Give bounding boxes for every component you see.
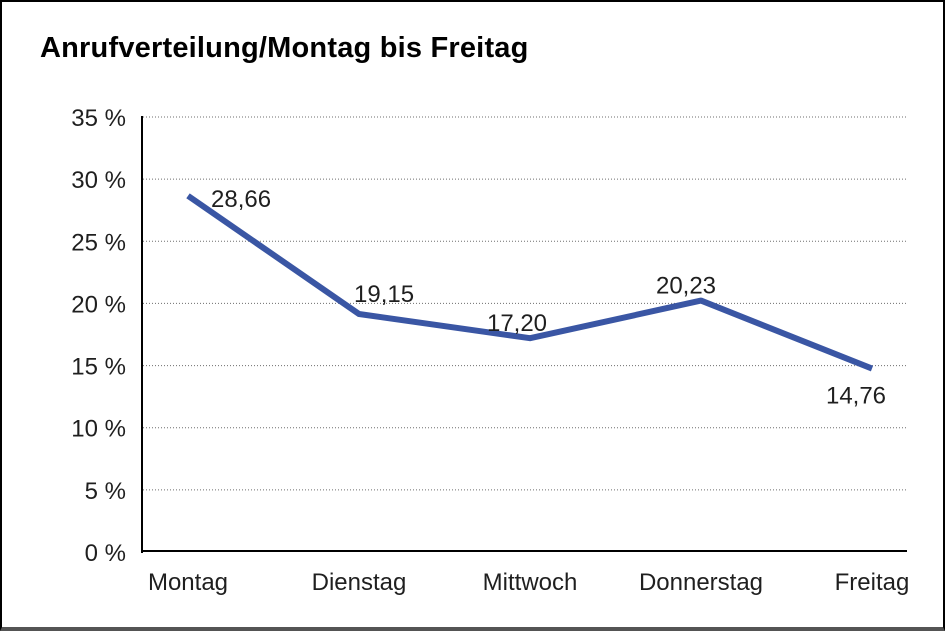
y-axis-tick-label: 10 % (71, 416, 126, 443)
y-axis-tick-label: 20 % (71, 291, 126, 318)
data-point-label: 19,15 (354, 281, 414, 308)
x-axis-label: Donnerstag (639, 569, 763, 596)
x-axis-label: Dienstag (312, 569, 407, 596)
data-point-label: 17,20 (487, 310, 547, 337)
data-point-label: 14,76 (826, 383, 886, 410)
chart-title: Anrufverteilung/Montag bis Freitag (40, 32, 529, 64)
y-axis-tick-label: 25 % (71, 229, 126, 256)
y-axis-tick-label: 30 % (71, 167, 126, 194)
data-point-label: 20,23 (656, 273, 716, 300)
x-axis-label: Freitag (835, 569, 910, 596)
y-axis-tick-label: 0 % (85, 540, 126, 567)
y-axis-tick-label: 15 % (71, 354, 126, 381)
x-axis-label: Montag (148, 569, 228, 596)
data-line (186, 193, 874, 372)
data-point-label: 28,66 (211, 186, 271, 213)
y-axis-tick-label: 35 % (71, 105, 126, 132)
y-axis-tick-label: 5 % (85, 478, 126, 505)
x-axis-label: Mittwoch (483, 569, 578, 596)
